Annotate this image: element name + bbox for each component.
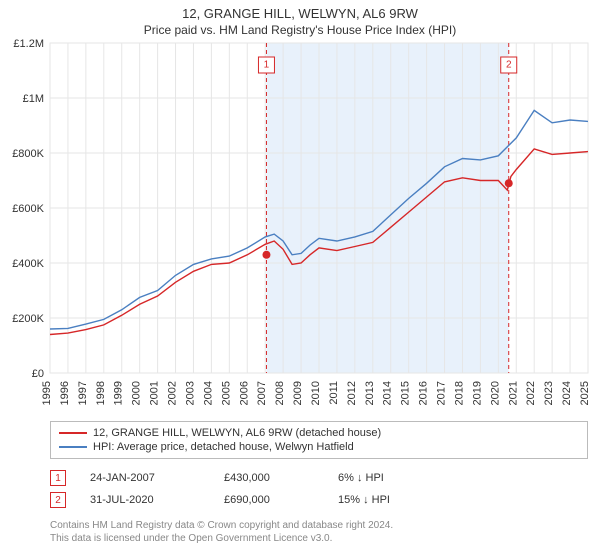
marker-date: 24-JAN-2007 (90, 472, 200, 484)
legend: 12, GRANGE HILL, WELWYN, AL6 9RW (detach… (50, 421, 588, 459)
svg-text:2018: 2018 (453, 381, 465, 405)
marker-date: 31-JUL-2020 (90, 494, 200, 506)
marker-pct-vs-hpi: 6% ↓ HPI (338, 472, 418, 484)
marker-row: 2 31-JUL-2020 £690,000 15% ↓ HPI (50, 489, 588, 511)
svg-text:2006: 2006 (238, 381, 250, 405)
legend-label: HPI: Average price, detached house, Welw… (93, 441, 354, 453)
marker-id-box: 2 (50, 492, 66, 508)
svg-text:1: 1 (264, 60, 270, 71)
svg-text:2003: 2003 (184, 381, 196, 405)
svg-text:2007: 2007 (256, 381, 268, 405)
svg-text:2019: 2019 (471, 381, 483, 405)
svg-text:2012: 2012 (346, 381, 358, 405)
svg-text:2011: 2011 (328, 381, 340, 405)
svg-text:2020: 2020 (489, 381, 501, 405)
legend-swatch (59, 432, 87, 434)
svg-text:1995: 1995 (41, 381, 53, 405)
svg-text:1998: 1998 (95, 381, 107, 405)
svg-text:2017: 2017 (436, 381, 448, 405)
svg-text:2023: 2023 (543, 381, 555, 405)
marker-table: 1 24-JAN-2007 £430,000 6% ↓ HPI 2 31-JUL-2020… (50, 467, 588, 511)
svg-text:£400K: £400K (12, 258, 44, 270)
legend-swatch (59, 446, 87, 448)
svg-text:2: 2 (506, 60, 512, 71)
svg-text:2022: 2022 (525, 381, 537, 405)
svg-text:1997: 1997 (77, 381, 89, 405)
svg-text:£1.2M: £1.2M (13, 38, 44, 50)
svg-text:2014: 2014 (382, 381, 394, 405)
svg-text:2024: 2024 (561, 381, 573, 405)
svg-text:2000: 2000 (131, 381, 143, 405)
svg-text:1999: 1999 (113, 381, 125, 405)
chart-subtitle: Price paid vs. HM Land Registry's House … (0, 21, 600, 43)
footer-line-1: Contains HM Land Registry data © Crown c… (50, 519, 588, 532)
legend-item: 12, GRANGE HILL, WELWYN, AL6 9RW (detach… (59, 426, 579, 440)
svg-text:2015: 2015 (400, 381, 412, 405)
svg-text:2010: 2010 (310, 381, 322, 405)
chart-title: 12, GRANGE HILL, WELWYN, AL6 9RW (0, 0, 600, 21)
footer-attribution: Contains HM Land Registry data © Crown c… (50, 519, 588, 545)
marker-pct-vs-hpi: 15% ↓ HPI (338, 494, 418, 506)
svg-text:£600K: £600K (12, 203, 44, 215)
svg-text:2004: 2004 (202, 381, 214, 405)
chart-area: £0£200K£400K£600K£800K£1M£1.2M1995199619… (50, 43, 588, 373)
svg-text:£800K: £800K (12, 148, 44, 160)
marker-price: £690,000 (224, 494, 314, 506)
footer-line-2: This data is licensed under the Open Gov… (50, 532, 588, 545)
marker-price: £430,000 (224, 472, 314, 484)
svg-text:2016: 2016 (418, 381, 430, 405)
svg-text:£1M: £1M (23, 93, 44, 105)
svg-text:2025: 2025 (579, 381, 591, 405)
svg-text:2002: 2002 (167, 381, 179, 405)
marker-row: 1 24-JAN-2007 £430,000 6% ↓ HPI (50, 467, 588, 489)
marker-id-box: 1 (50, 470, 66, 486)
legend-label: 12, GRANGE HILL, WELWYN, AL6 9RW (detach… (93, 427, 381, 439)
svg-text:£200K: £200K (12, 313, 44, 325)
legend-item: HPI: Average price, detached house, Welw… (59, 440, 579, 454)
svg-text:2008: 2008 (274, 381, 286, 405)
svg-text:2009: 2009 (292, 381, 304, 405)
svg-text:2021: 2021 (507, 381, 519, 405)
svg-text:2005: 2005 (220, 381, 232, 405)
line-chart-svg: £0£200K£400K£600K£800K£1M£1.2M1995199619… (50, 43, 588, 373)
chart-container: 12, GRANGE HILL, WELWYN, AL6 9RW Price p… (0, 0, 600, 560)
svg-text:2013: 2013 (364, 381, 376, 405)
svg-text:1996: 1996 (59, 381, 71, 405)
svg-text:£0: £0 (32, 368, 44, 380)
svg-text:2001: 2001 (149, 381, 161, 405)
